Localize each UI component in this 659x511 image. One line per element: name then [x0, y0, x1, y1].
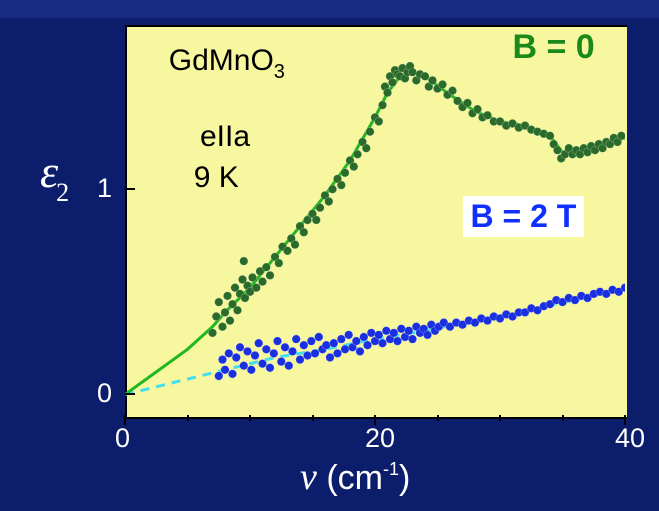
- x-tick-label: 20: [365, 423, 395, 454]
- epsilon-subscript: 2: [56, 178, 69, 207]
- x-tick-label: 40: [615, 423, 645, 454]
- y-tick: [125, 188, 135, 190]
- y-axis-label: ε2: [40, 145, 71, 198]
- nu-symbol: ν: [300, 456, 317, 498]
- xlabel-sup: -1: [383, 459, 399, 479]
- x-tick: [249, 415, 251, 421]
- y-tick-label: 1: [97, 173, 112, 204]
- x-axis-label: ν (cm-1): [300, 455, 410, 499]
- x-tick: [562, 415, 564, 421]
- slide-root: ε2 0 20 40 0 1 GdMnO3 eIIa 9 K B = 0 B = 2 T ν (…: [0, 0, 659, 511]
- x-tick: [499, 415, 501, 421]
- x-tick: [187, 415, 189, 421]
- xlabel-open: (cm: [317, 459, 383, 497]
- annotation: B = 0: [513, 28, 595, 67]
- xlabel-close: ): [399, 459, 410, 497]
- annotation: eIIa: [200, 120, 250, 154]
- y-tick-label: 0: [97, 378, 112, 409]
- annotation: GdMnO3: [169, 44, 285, 78]
- top-band: [0, 0, 659, 18]
- annotation: 9 K: [194, 161, 239, 195]
- y-tick: [125, 393, 135, 395]
- annotation: B = 2 T: [463, 196, 585, 237]
- x-tick: [437, 415, 439, 421]
- x-tick: [312, 415, 314, 421]
- x-tick-label: 0: [115, 423, 130, 454]
